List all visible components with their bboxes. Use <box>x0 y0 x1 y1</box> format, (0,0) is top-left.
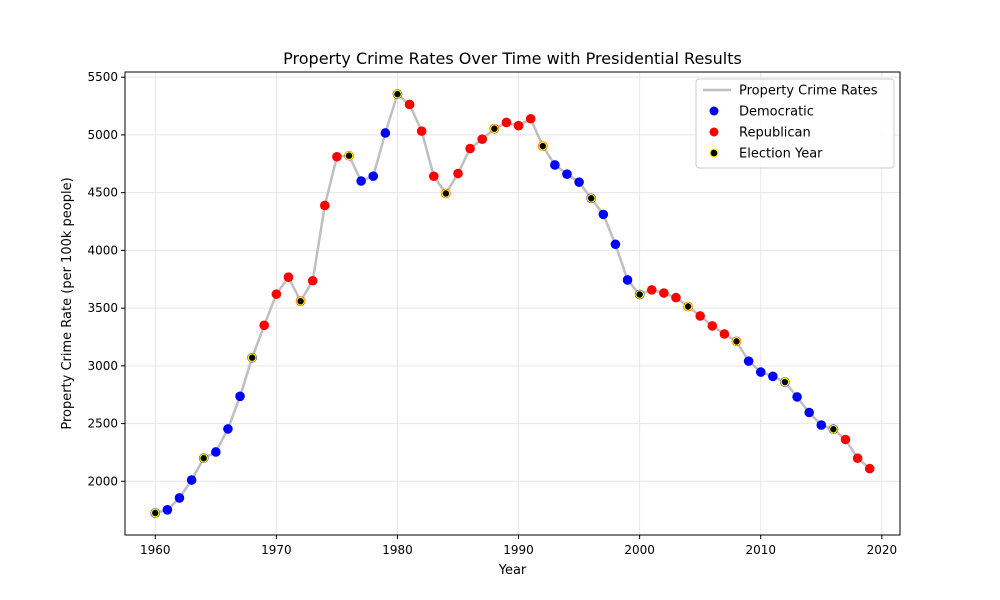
republican-point <box>659 288 669 298</box>
x-axis-label: Year <box>498 563 527 578</box>
election-year-point <box>635 290 645 299</box>
election-year-point <box>150 508 160 518</box>
chart-title: Property Crime Rates Over Time with Pres… <box>283 49 742 68</box>
republican-point <box>852 453 863 464</box>
democratic-point <box>574 177 584 187</box>
election-year-point <box>344 151 354 161</box>
election-year-point <box>489 124 499 134</box>
legend-democratic-marker <box>709 106 719 116</box>
democratic-point <box>610 239 621 250</box>
republican-point <box>695 311 705 321</box>
election-year-point <box>199 453 209 463</box>
tick-layer: 1960 1970 1980 1990 2000 2010 2020 2000 2500 3000… <box>87 70 897 557</box>
legend-label-election-year: Election Year <box>739 147 823 162</box>
democratic-point <box>380 128 391 138</box>
x-tick-label: 1960 <box>140 543 171 557</box>
republican-point <box>259 320 270 331</box>
democratic-point <box>174 493 185 503</box>
republican-point <box>453 168 463 179</box>
democratic-point <box>356 176 366 186</box>
republican-point <box>332 151 342 162</box>
y-tick-label: 5500 <box>87 70 118 84</box>
democratic-point <box>223 424 233 434</box>
republican-point <box>707 321 718 331</box>
election-year-point <box>828 424 838 434</box>
election-year-point <box>780 377 790 387</box>
election-year-point <box>683 302 693 311</box>
republican-point <box>671 292 681 303</box>
democratic-point <box>550 160 560 170</box>
democratic-point <box>162 505 173 515</box>
republican-point <box>840 434 851 445</box>
y-tick-label: 2500 <box>87 417 118 431</box>
election-year-point <box>441 189 451 198</box>
democratic-point <box>598 209 609 220</box>
democratic-point <box>368 171 379 181</box>
x-tick-label: 2000 <box>624 543 655 557</box>
republican-point <box>525 113 536 124</box>
democratic-point <box>186 475 197 485</box>
republican-point <box>404 99 415 110</box>
x-tick-label: 2010 <box>745 543 776 557</box>
x-tick-label: 1980 <box>382 543 413 557</box>
democratic-point <box>816 420 827 430</box>
republican-point <box>465 143 475 154</box>
republican-point <box>428 171 439 182</box>
y-tick-label: 4500 <box>87 186 118 200</box>
republican-point <box>307 275 318 286</box>
election-year-point <box>586 193 596 203</box>
democratic-point <box>743 356 754 366</box>
legend-label-democratic: Democratic <box>739 105 814 120</box>
election-year-point <box>247 353 257 363</box>
legend-label-crime-rates: Property Crime Rates <box>739 84 878 99</box>
legend-label-republican: Republican <box>739 126 811 141</box>
x-tick-label: 2020 <box>867 543 898 557</box>
x-tick-label: 1970 <box>261 543 292 557</box>
legend-republican-marker <box>709 127 719 137</box>
republican-point <box>501 117 512 128</box>
plot-frame <box>124 71 901 536</box>
democratic-point <box>211 447 221 457</box>
x-tick-label: 1990 <box>503 543 534 557</box>
republican-point <box>719 329 730 339</box>
election-year-point <box>538 141 548 151</box>
republican-point <box>477 134 488 144</box>
y-tick-label: 3500 <box>87 301 118 315</box>
democratic-point <box>768 371 778 382</box>
democratic-point <box>804 407 814 418</box>
democratic-point <box>755 367 766 377</box>
y-tick-label: 5000 <box>87 128 118 142</box>
democratic-point <box>622 275 633 285</box>
legend-election-marker <box>709 148 719 158</box>
legend-box <box>695 78 895 169</box>
legend: Property Crime Rates Democratic Republic… <box>695 78 895 169</box>
y-tick-label: 3000 <box>87 359 118 373</box>
republican-point <box>271 289 282 299</box>
democratic-point <box>562 169 572 179</box>
republican-point <box>513 120 524 131</box>
republican-point <box>320 200 330 211</box>
democratic-point <box>235 391 245 402</box>
y-tick-label: 4000 <box>87 243 118 257</box>
y-axis-label: Property Crime Rate (per 100k people) <box>60 177 75 429</box>
election-year-point <box>393 89 402 99</box>
republican-point <box>283 272 294 282</box>
republican-point <box>646 285 657 295</box>
point-layer <box>150 89 875 518</box>
democratic-point <box>792 392 802 402</box>
republican-point <box>864 463 875 474</box>
election-year-point <box>296 296 305 306</box>
republican-point <box>416 126 427 136</box>
y-tick-label: 2000 <box>87 474 118 488</box>
election-year-point <box>732 336 741 346</box>
